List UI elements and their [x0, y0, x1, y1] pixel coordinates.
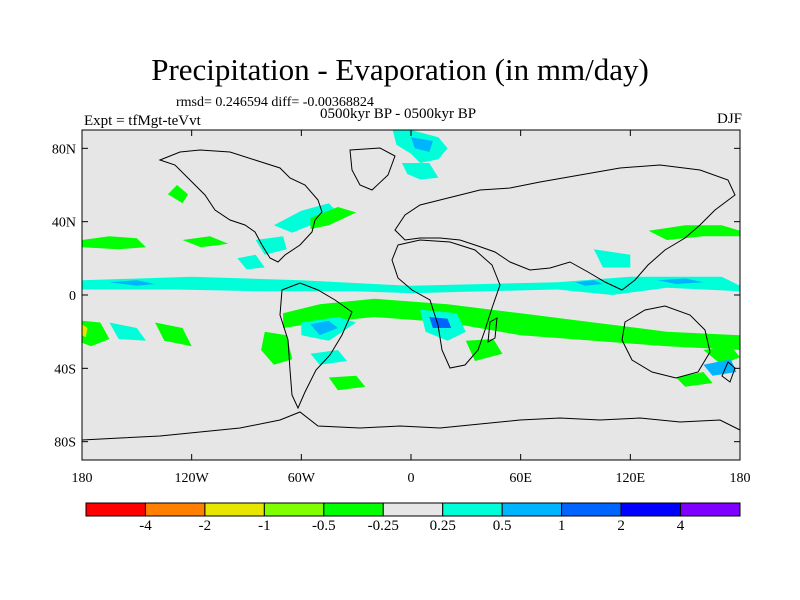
contour-region-23: [261, 331, 293, 365]
colorbar-label: -2: [198, 518, 212, 534]
lon-tick-label: 180: [730, 471, 751, 486]
period-label: 0500kyr BP - 0500kyr BP: [320, 106, 477, 122]
lat-tick-label: 0: [69, 289, 76, 304]
contour-region-0: [82, 276, 740, 295]
contour-region-2: [575, 280, 603, 286]
colorbar: [85, 502, 741, 517]
colorbar-label: 2: [617, 518, 625, 534]
colorbar-swatch: [382, 502, 444, 517]
contour-region-20: [82, 324, 88, 338]
coastline-madagascar: [487, 317, 498, 343]
experiment-label: Expt = tfMgt-teVvt: [84, 113, 201, 129]
latitude-axis: 80N 40N 0 40S 80S: [52, 142, 740, 451]
contour-region-21: [155, 322, 192, 347]
coastline-south-america: [279, 282, 353, 410]
lon-tick-label: 60W: [288, 471, 316, 486]
coastline-australia: [621, 305, 711, 379]
colorbar-swatch: [442, 502, 503, 517]
contour-region-10: [82, 236, 146, 250]
lon-tick-label: 120E: [616, 471, 646, 486]
contour-region-13: [167, 185, 188, 204]
contour-region-24: [328, 375, 366, 391]
contour-region-26: [465, 339, 503, 361]
contour-region-28: [703, 359, 737, 376]
colorbar-label: 4: [676, 518, 685, 534]
map-title: Precipitation - Evaporation (in mm/day): [151, 52, 649, 87]
stats-label: rmsd= 0.246594 diff= -0.00368824: [176, 95, 374, 110]
contour-region-12: [310, 207, 357, 229]
coastline-new-zealand: [721, 361, 736, 383]
colorbar-label: -0.25: [367, 518, 399, 534]
colorbar-label: 0.25: [429, 518, 456, 534]
contour-region-8: [255, 236, 287, 255]
lon-tick-label: 0: [408, 471, 415, 486]
colorbar-swatch: [85, 502, 146, 517]
coastlines: [81, 147, 741, 441]
contour-region-16: [310, 320, 338, 336]
colorbar-swatch: [204, 502, 265, 517]
lon-tick-label: 60E: [509, 471, 532, 486]
contour-region-5: [411, 137, 433, 152]
lat-tick-label: 80S: [54, 436, 76, 451]
colorbar-swatch: [263, 502, 325, 517]
contour-region-11: [182, 236, 229, 248]
contour-region-9: [237, 254, 265, 270]
lon-tick-label: 120W: [175, 471, 210, 486]
plot-background: [82, 130, 740, 460]
coastline-greenland: [349, 147, 396, 191]
colorbar-swatch: [501, 502, 563, 517]
coastline-africa: [391, 239, 501, 369]
lat-tick-label: 40N: [52, 216, 76, 231]
season-label: DJF: [716, 111, 742, 127]
contour-region-18: [429, 317, 452, 328]
colorbar-label: 1: [557, 518, 566, 534]
colorbar-label: -0.5: [311, 518, 336, 534]
contour-region-14: [283, 298, 740, 350]
colorbar-swatch: [561, 502, 622, 517]
contour-region-3: [657, 278, 704, 284]
colorbar-label: -4: [139, 518, 152, 534]
longitude-axis: 180 120W 60W 0 60E 120E 180: [72, 130, 751, 486]
coastline-antarctica: [81, 411, 741, 441]
colorbar-swatch: [323, 502, 384, 517]
contour-regions: [82, 130, 740, 391]
contour-region-22: [109, 322, 146, 341]
contour-region-25: [310, 350, 347, 365]
lat-tick-label: 40S: [54, 362, 76, 377]
contour-region-31: [648, 225, 740, 240]
lon-tick-label: 180: [72, 471, 93, 486]
contour-region-30: [593, 249, 631, 268]
coastline-north-america: [158, 149, 323, 263]
contour-region-6: [401, 163, 439, 180]
colorbar-label: 0.5: [492, 518, 512, 534]
contour-region-19: [82, 320, 110, 347]
coastline-eurasia: [394, 164, 736, 291]
colorbar-swatch: [620, 502, 682, 517]
colorbar-swatch: [680, 502, 741, 517]
colorbar-swatch: [144, 502, 206, 517]
colorbar-label: -1: [258, 518, 271, 534]
lat-tick-label: 80N: [52, 142, 76, 157]
contour-region-1: [109, 280, 156, 286]
